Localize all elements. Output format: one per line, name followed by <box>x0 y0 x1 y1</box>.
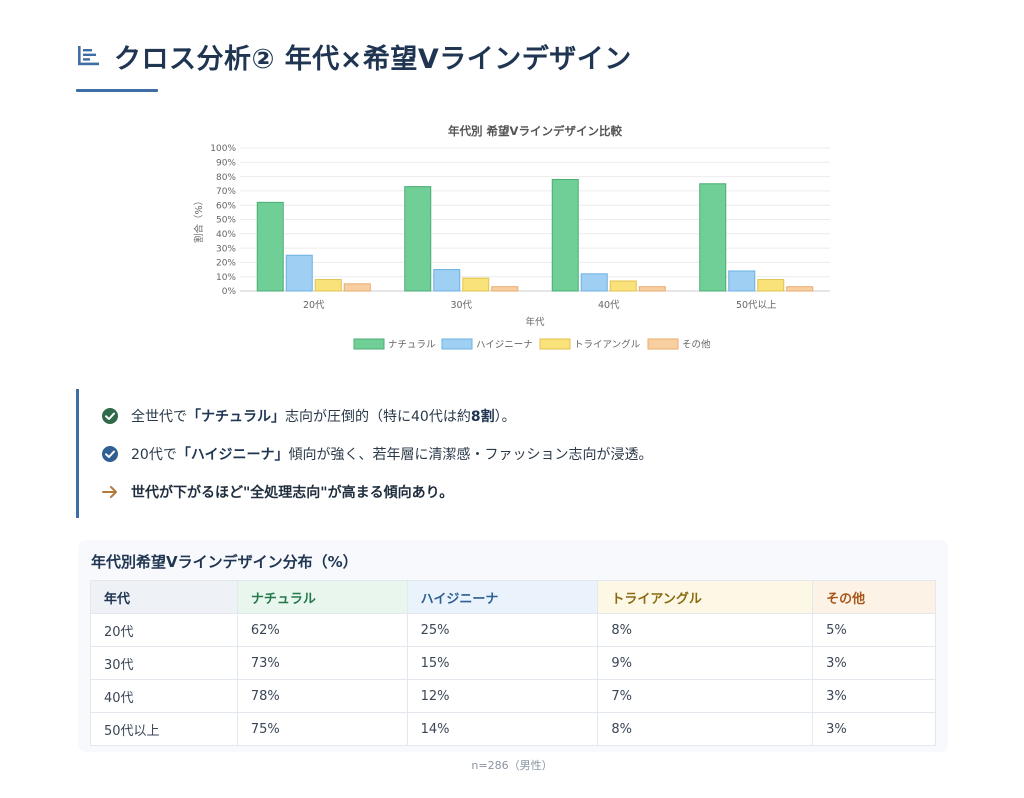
y-tick-label: 10% <box>216 273 236 283</box>
legend-swatch <box>441 338 473 350</box>
bar <box>256 201 284 292</box>
insight-1: 全世代で「ナチュラル」志向が圧倒的（特に40代は約8割）。 <box>101 397 716 435</box>
table-cell: 3% <box>812 646 936 680</box>
table-row: 40代 78% 12% 7% 3% <box>90 679 936 713</box>
bar <box>757 279 785 292</box>
title-underline <box>76 89 158 92</box>
table-header-natural: ナチュラル <box>236 580 408 614</box>
x-tick-label: 40代 <box>598 300 620 311</box>
table-cell: 9% <box>597 646 814 680</box>
table-cell: 7% <box>597 679 814 713</box>
bar <box>580 273 608 292</box>
bar <box>638 286 666 292</box>
y-tick-label: 20% <box>216 259 236 269</box>
y-tick-label: 60% <box>216 201 236 211</box>
table-cell: 62% <box>236 613 408 647</box>
x-tick-label: 30代 <box>450 300 472 311</box>
bar <box>699 183 727 292</box>
table-cell: 5% <box>812 613 936 647</box>
table-cell: 40代 <box>90 679 238 713</box>
x-tick-label: 50代以上 <box>736 300 777 311</box>
table-cell: 30代 <box>90 646 238 680</box>
distribution-table-card: 年代別希望Vラインデザイン分布（%） 年代 ナチュラル ハイジニーナ トライアン… <box>78 540 948 752</box>
table-cell: 8% <box>597 613 814 647</box>
legend-label: その他 <box>682 339 711 351</box>
legend-swatch <box>647 338 679 350</box>
bar <box>609 280 637 292</box>
page-title: クロス分析② 年代×希望Vラインデザイン <box>114 43 632 75</box>
table-cell: 73% <box>236 646 408 680</box>
table-cell: 78% <box>236 679 408 713</box>
insight-1-text: 全世代で「ナチュラル」志向が圧倒的（特に40代は約8割）。 <box>131 409 516 425</box>
insight-2-text: 20代で「ハイジニーナ」傾向が強く、若年層に清潔感・ファッション志向が浸透。 <box>131 447 653 463</box>
chart-title: 年代別 希望Vラインデザイン比較 <box>448 124 622 138</box>
table-cell: 20代 <box>90 613 238 647</box>
bar-chart: 年代別 希望Vラインデザイン比較 0% 10% 20% 30% 40% 50% 60% 70% 8… <box>193 124 830 351</box>
table-header-other: その他 <box>812 580 936 614</box>
table-cell: 3% <box>812 712 936 746</box>
legend-label: ナチュラル <box>388 340 436 351</box>
table-header-row: 年代 ナチュラル ハイジニーナ トライアングル その他 <box>90 580 936 614</box>
legend-label: トライアングル <box>574 339 641 351</box>
table-cell: 14% <box>406 712 599 746</box>
sample-size-note: n=286（男性） <box>471 759 553 772</box>
bar <box>786 286 814 292</box>
distribution-table: 年代 ナチュラル ハイジニーナ トライアングル その他 20代 62% 25% … <box>90 580 936 746</box>
bar <box>551 178 579 292</box>
bar-chart-icon <box>78 46 99 66</box>
table-cell: 75% <box>236 712 408 746</box>
table-cell: 25% <box>406 613 599 647</box>
y-tick-label: 50% <box>216 216 236 226</box>
arrow-right-icon <box>102 486 117 498</box>
table-cell: 50代以上 <box>90 712 238 746</box>
y-axis-label: 割合（%） <box>193 196 205 243</box>
check-circle-icon <box>102 408 118 424</box>
insight-3: 世代が下がるほど"全処理志向"が高まる傾向あり。 <box>101 473 716 511</box>
table-cell: 8% <box>597 712 814 746</box>
y-tick-label: 100% <box>210 144 236 154</box>
bar <box>491 286 519 292</box>
table-header-age: 年代 <box>90 580 238 614</box>
y-tick-label: 0% <box>222 287 237 297</box>
x-tick-label: 20代 <box>303 300 325 311</box>
bar <box>728 270 756 292</box>
table-row: 20代 62% 25% 8% 5% <box>90 613 936 647</box>
table-header-hygienic: ハイジニーナ <box>406 580 599 614</box>
insight-2: 20代で「ハイジニーナ」傾向が強く、若年層に清潔感・ファッション志向が浸透。 <box>101 435 716 473</box>
y-tick-label: 80% <box>216 173 236 183</box>
bar <box>404 186 432 292</box>
x-axis-label: 年代 <box>525 316 545 328</box>
insights-panel: 全世代で「ナチュラル」志向が圧倒的（特に40代は約8割）。 20代で「ハイジニー… <box>76 389 716 518</box>
bar <box>433 269 461 292</box>
y-tick-label: 70% <box>216 187 236 197</box>
table-header-triangle: トライアングル <box>597 580 814 614</box>
legend-label: ハイジニーナ <box>476 340 533 351</box>
table-title: 年代別希望Vラインデザイン分布（%） <box>91 553 358 571</box>
table-cell: 15% <box>406 646 599 680</box>
bar <box>462 277 490 292</box>
table-cell: 12% <box>406 679 599 713</box>
page-header: クロス分析② 年代×希望Vラインデザイン <box>76 38 632 75</box>
bar <box>314 279 342 292</box>
bar <box>285 254 313 292</box>
check-circle-icon <box>102 446 118 462</box>
y-tick-label: 30% <box>216 244 236 254</box>
legend-swatch <box>353 338 385 350</box>
bar <box>343 283 371 292</box>
table-row: 30代 73% 15% 9% 3% <box>90 646 936 680</box>
table-row: 50代以上 75% 14% 8% 3% <box>90 712 936 746</box>
y-tick-label: 90% <box>216 159 236 169</box>
legend-swatch <box>539 338 571 350</box>
y-tick-label: 40% <box>216 230 236 240</box>
table-cell: 3% <box>812 679 936 713</box>
insight-3-text: 世代が下がるほど"全処理志向"が高まる傾向あり。 <box>131 485 454 501</box>
